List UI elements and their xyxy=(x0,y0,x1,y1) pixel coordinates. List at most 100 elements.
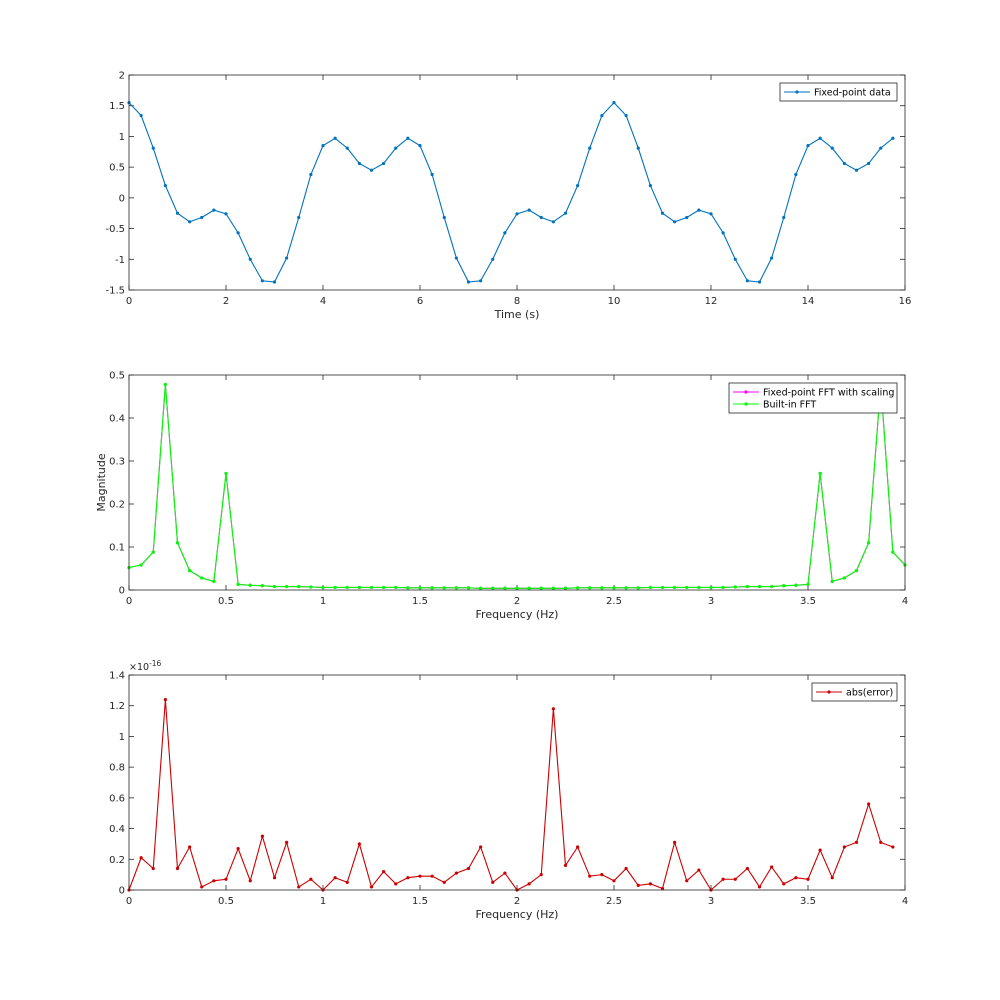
data-point xyxy=(503,231,507,235)
data-point xyxy=(188,569,192,573)
fft-x-axis-label: Frequency (Hz) xyxy=(476,608,559,621)
data-point xyxy=(479,586,483,590)
exponent-power: -16 xyxy=(149,659,161,668)
data-point xyxy=(539,873,543,877)
data-point xyxy=(806,144,810,148)
data-point xyxy=(188,220,192,224)
legend-box xyxy=(779,82,898,102)
data-point xyxy=(200,576,204,580)
data-point xyxy=(794,583,798,587)
data-point xyxy=(394,882,398,886)
x-tick-label: 14 xyxy=(802,296,815,307)
x-tick-label: 2.5 xyxy=(606,896,622,907)
data-point xyxy=(830,876,834,880)
data-point xyxy=(200,885,204,889)
y-tick-label: 0.3 xyxy=(109,457,125,468)
data-point xyxy=(539,586,543,590)
data-point xyxy=(430,172,434,177)
data-point xyxy=(576,183,580,188)
data-point xyxy=(139,563,143,567)
x-tick-label: 4 xyxy=(902,596,908,607)
data-point xyxy=(588,146,592,150)
data-point xyxy=(648,183,652,188)
data-point xyxy=(454,871,458,875)
y-tick-label: 1.4 xyxy=(109,671,125,682)
legend-entry: abs(error) xyxy=(846,687,893,698)
data-point xyxy=(600,586,604,590)
data-point xyxy=(830,146,834,150)
data-point xyxy=(418,586,422,590)
data-point xyxy=(297,885,301,889)
data-point xyxy=(563,586,568,590)
y-tick-label: 0 xyxy=(119,193,125,204)
x-tick-label: 1 xyxy=(320,896,326,907)
data-point xyxy=(406,876,410,880)
data-point xyxy=(260,279,264,283)
data-point xyxy=(770,865,774,869)
x-tick-label: 4 xyxy=(902,896,908,907)
data-point xyxy=(612,586,616,590)
data-point xyxy=(297,584,301,589)
series-line-0 xyxy=(128,101,894,283)
fft-magnitude-panel: 0 0.5 1 1.5 2 2.5 3 3.5 4 0 0.1 0.2 0.3 0.4 0.5 Freque… xyxy=(95,371,908,622)
data-point xyxy=(382,869,386,874)
data-point xyxy=(806,582,810,587)
data-point xyxy=(321,585,325,590)
data-point xyxy=(867,541,871,545)
data-point xyxy=(757,280,762,284)
x-tick-label: 1.5 xyxy=(412,896,428,907)
data-point xyxy=(782,584,786,588)
data-point xyxy=(563,211,568,215)
legend-box xyxy=(728,382,898,414)
data-point xyxy=(333,136,337,140)
data-point xyxy=(442,880,446,884)
data-point xyxy=(673,585,677,590)
data-point xyxy=(867,161,871,166)
data-point xyxy=(612,879,616,883)
x-tick-label: 0 xyxy=(126,296,132,307)
data-point xyxy=(333,585,337,590)
data-point xyxy=(745,279,749,283)
data-point xyxy=(357,161,361,166)
data-point xyxy=(466,280,471,284)
data-point xyxy=(842,161,846,166)
data-point xyxy=(200,215,204,220)
x-tick-label: 2 xyxy=(514,596,520,607)
data-point xyxy=(236,582,240,587)
data-point xyxy=(782,215,786,220)
data-point xyxy=(333,876,337,880)
data-point xyxy=(745,866,749,871)
data-point xyxy=(551,707,555,711)
data-point xyxy=(551,586,555,590)
legend-marker xyxy=(795,90,799,94)
time-domain-panel: 0 2 4 6 8 10 12 14 16 -1.5 -1 -0.5 0 0.5 1 1.5 2 Time (s… xyxy=(105,71,911,322)
legend-box xyxy=(811,682,898,702)
data-point xyxy=(260,584,264,588)
data-point xyxy=(842,845,846,849)
data-point xyxy=(442,586,446,590)
error-y-exponent-label: ×10-16 xyxy=(129,659,162,673)
y-tick-label: 1 xyxy=(119,732,125,743)
data-point xyxy=(660,211,665,215)
legend-entry: Fixed-point FFT with scaling xyxy=(763,387,894,398)
data-point xyxy=(576,845,580,849)
data-point xyxy=(151,866,155,871)
x-tick-label: 2 xyxy=(514,896,520,907)
x-tick-label: 3.5 xyxy=(800,596,816,607)
time-plot-frame xyxy=(128,74,906,291)
series-line-0 xyxy=(128,699,894,891)
data-point xyxy=(709,585,713,590)
y-tick-label: -0.5 xyxy=(105,224,125,235)
data-point xyxy=(660,585,665,590)
data-point xyxy=(636,146,640,150)
data-point xyxy=(721,231,725,235)
data-point xyxy=(685,585,689,590)
data-point xyxy=(636,586,640,590)
y-tick-label: 1.2 xyxy=(109,701,125,712)
data-point xyxy=(818,848,822,852)
data-point xyxy=(272,876,277,880)
data-point xyxy=(394,146,398,150)
data-point xyxy=(285,584,289,589)
data-point xyxy=(175,866,180,871)
data-point xyxy=(733,257,737,261)
